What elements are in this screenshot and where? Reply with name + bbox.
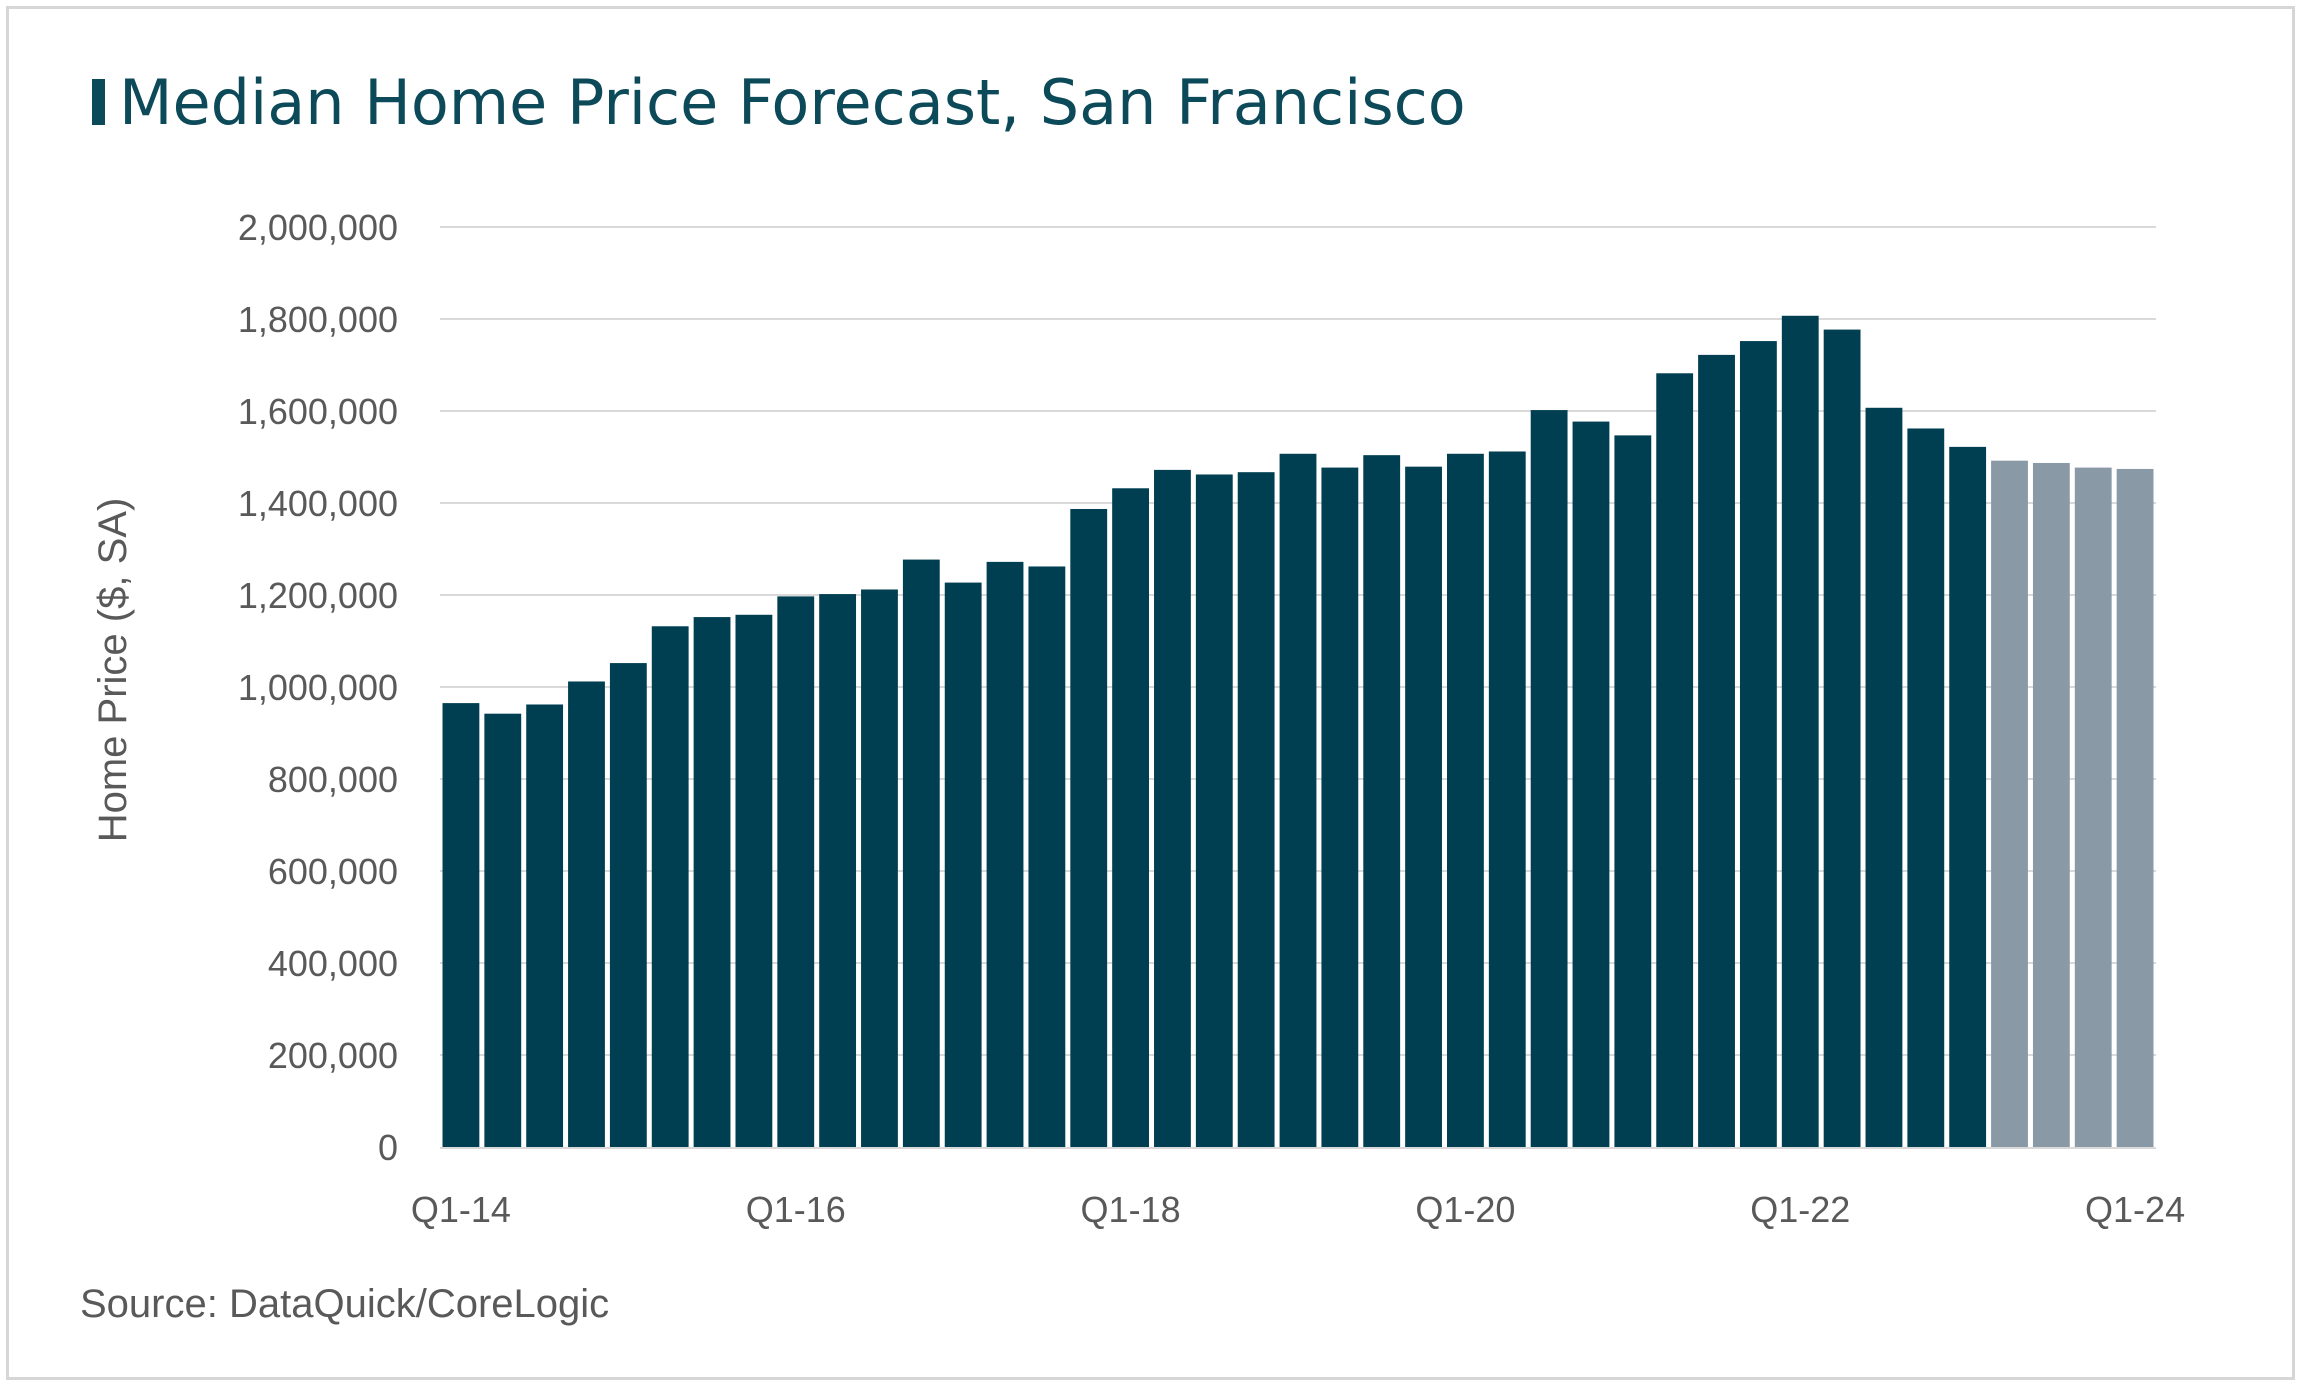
bar: [651, 626, 689, 1147]
forecast-bar: [1991, 460, 2028, 1147]
y-tick-label: 1,600,000: [238, 391, 398, 432]
forecast-bar: [2032, 462, 2070, 1148]
y-tick-label: 2,000,000: [238, 207, 398, 248]
bar: [1070, 508, 1108, 1148]
y-tick-label: 1,800,000: [238, 299, 398, 340]
x-axis-ticks: Q1-14 Q1-16 Q1-18 Q1-20 Q1-22 Q1-24: [411, 1189, 2185, 1230]
bar: [1279, 453, 1317, 1147]
y-tick-label: 200,000: [268, 1035, 398, 1076]
bars: [440, 315, 2156, 1149]
forecast-bar: [2116, 468, 2154, 1148]
bar: [1907, 428, 1945, 1148]
x-tick-label: Q1-14: [411, 1189, 511, 1230]
bar: [819, 594, 857, 1147]
bar: [1237, 472, 1275, 1147]
bar: [609, 663, 647, 1147]
x-tick-label: Q1-18: [1081, 1189, 1181, 1230]
bar: [526, 704, 564, 1147]
y-tick-label: 400,000: [268, 943, 398, 984]
bar: [1154, 469, 1191, 1147]
y-tick-label: 0: [378, 1127, 398, 1168]
bar: [1112, 488, 1150, 1147]
bar: [484, 713, 522, 1147]
x-tick-label: Q1-20: [1415, 1189, 1515, 1230]
chart-frame: [6, 6, 2295, 1380]
bar: [1028, 566, 1066, 1147]
y-tick-label: 600,000: [268, 851, 398, 892]
x-tick-label: Q1-24: [2085, 1189, 2185, 1230]
x-tick-label: Q1-22: [1750, 1189, 1850, 1230]
chart-title: Median Home Price Forecast, San Francisc…: [119, 65, 1466, 139]
bar: [902, 559, 940, 1147]
x-tick-label: Q1-16: [746, 1189, 846, 1230]
y-tick-label: 1,200,000: [238, 575, 398, 616]
y-tick-label: 1,400,000: [238, 483, 398, 524]
title-accent-bar: [92, 79, 105, 125]
bar: [861, 589, 898, 1147]
bar: [1865, 407, 1903, 1147]
bar: [442, 703, 480, 1147]
title-block: Median Home Price Forecast, San Francisc…: [92, 62, 1466, 142]
source-note: Source: DataQuick/CoreLogic: [80, 1282, 610, 1326]
bar: [1195, 474, 1233, 1148]
y-tick-label: 1,000,000: [238, 667, 398, 708]
bar: [1823, 329, 1861, 1148]
bar: [1572, 421, 1610, 1148]
bar: [1446, 453, 1484, 1147]
bar: [1321, 467, 1359, 1148]
bar: [1488, 451, 1526, 1148]
bar: [1949, 446, 1987, 1147]
forecast-bar: [2074, 467, 2112, 1148]
bar: [1405, 466, 1442, 1147]
bar: [1698, 354, 1735, 1147]
bar: [777, 596, 815, 1147]
bar: [1614, 435, 1652, 1147]
bar: [735, 614, 773, 1147]
bar: [1781, 315, 1819, 1147]
y-axis-title: Home Price ($, SA): [91, 498, 135, 843]
bar: [1530, 410, 1568, 1148]
y-tick-label: 800,000: [268, 759, 398, 800]
bar: [986, 561, 1024, 1147]
bar: [1739, 341, 1777, 1148]
bar: [944, 582, 982, 1147]
bar: [693, 617, 731, 1147]
bar: [1656, 373, 1694, 1147]
bar: [568, 681, 605, 1147]
y-axis-ticks: 0 200,000 400,000 600,000 800,000 1,000,000 1,…: [238, 207, 398, 1168]
bar: [1363, 455, 1401, 1147]
